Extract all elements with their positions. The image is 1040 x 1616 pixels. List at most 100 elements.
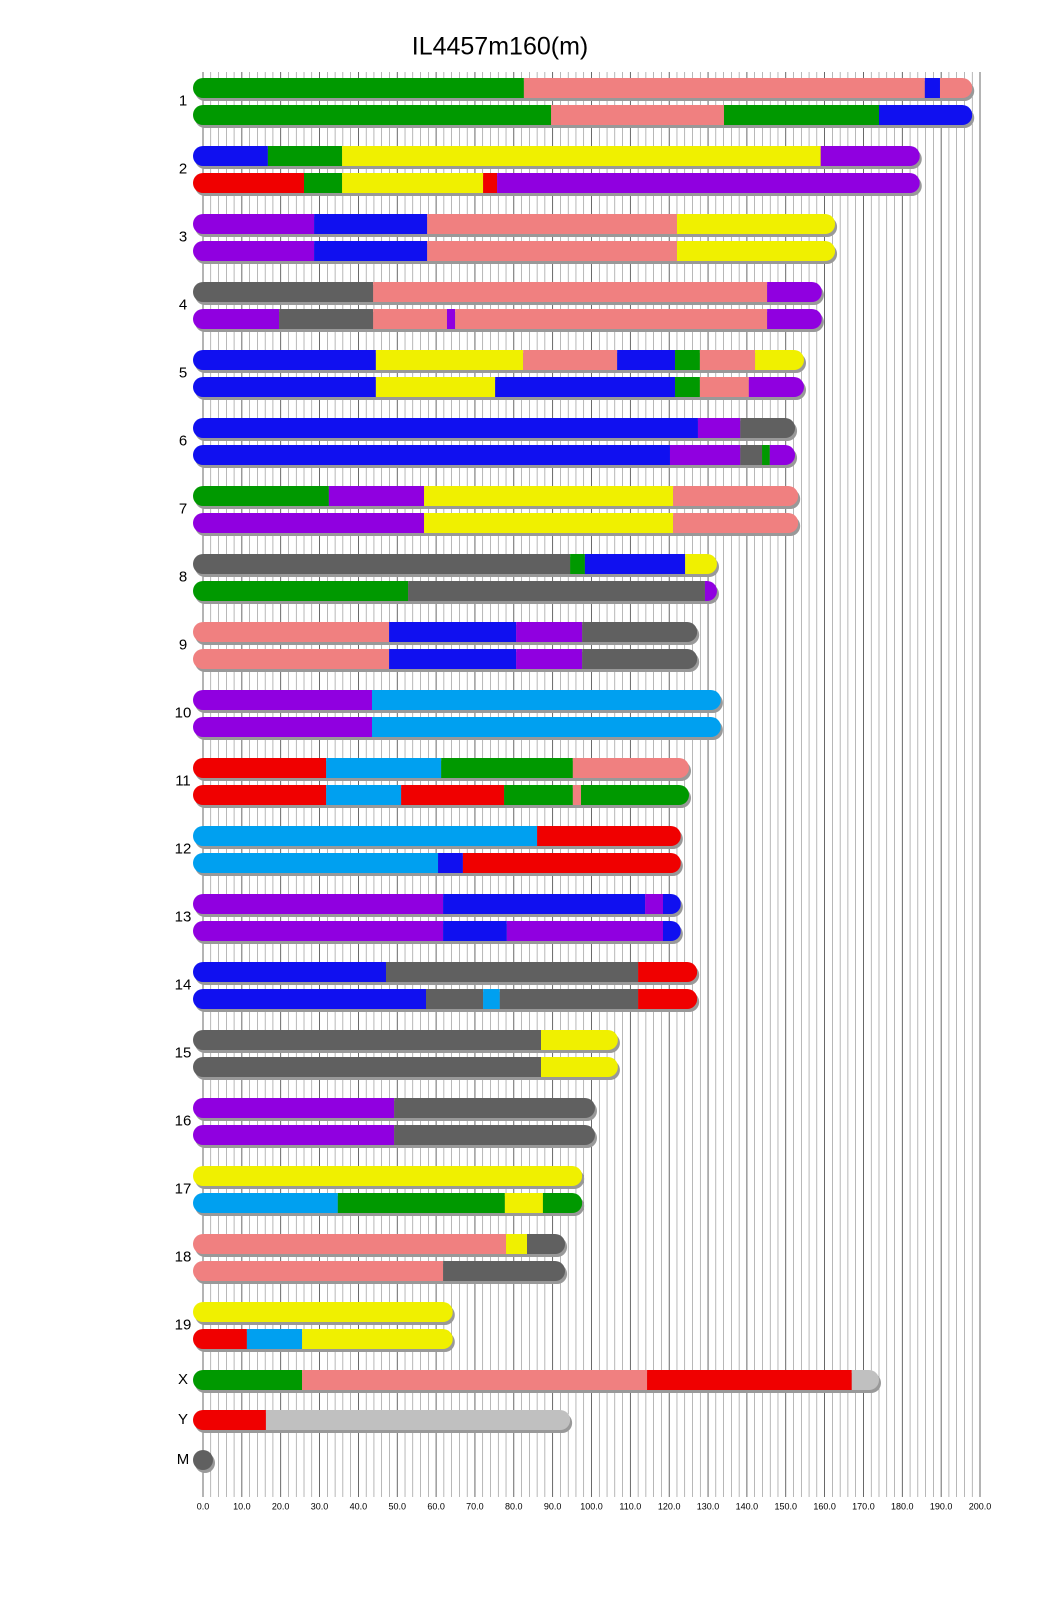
segment [699, 350, 756, 370]
haplotype [193, 1193, 583, 1213]
segment [540, 1030, 618, 1050]
chromosome-label: 18 [175, 1248, 192, 1265]
segment [193, 418, 698, 438]
segment [193, 717, 372, 737]
haplotype [193, 649, 698, 669]
chromosome-label: 4 [179, 296, 187, 313]
haplotype [193, 282, 822, 302]
haplotype [193, 785, 690, 805]
segment [193, 1125, 395, 1145]
chromosome-label: Y [178, 1411, 188, 1428]
segment [638, 989, 698, 1009]
segment [551, 105, 724, 125]
haplotype [193, 105, 973, 125]
haplotype [193, 921, 681, 941]
segment [193, 1057, 541, 1077]
segment [193, 78, 524, 98]
segment [767, 309, 822, 329]
chromosome-label: 19 [175, 1316, 192, 1333]
segment [767, 282, 822, 302]
segment [314, 241, 428, 261]
x-tick-label: 170.0 [852, 1501, 875, 1511]
x-tick-label: 150.0 [774, 1501, 797, 1511]
segment [193, 1193, 338, 1213]
segment [326, 758, 442, 778]
chromosome-label: 12 [175, 840, 192, 857]
segment [193, 758, 327, 778]
haplotype [193, 1450, 213, 1470]
segment [676, 241, 836, 261]
haplotype [193, 1329, 453, 1349]
segment [193, 377, 376, 397]
segment [455, 309, 768, 329]
segment [570, 554, 585, 574]
haplotype [193, 1234, 566, 1254]
segment [408, 581, 705, 601]
segment [302, 1329, 453, 1349]
segment [193, 921, 444, 941]
chromosome-label: 17 [175, 1180, 192, 1197]
x-tick-label: 140.0 [736, 1501, 759, 1511]
segment [373, 282, 768, 302]
haplotype [193, 1098, 595, 1118]
segment [755, 350, 805, 370]
segment [504, 1193, 543, 1213]
segment [582, 622, 698, 642]
haplotype [193, 1302, 453, 1322]
x-tick-label: 200.0 [969, 1501, 992, 1511]
segment [483, 989, 500, 1009]
segment [537, 826, 681, 846]
segment [662, 894, 681, 914]
segment [373, 309, 447, 329]
segment [483, 173, 498, 193]
chart-title: IL4457m160(m) [412, 33, 588, 61]
haplotype [193, 1166, 583, 1186]
x-tick-label: 110.0 [619, 1501, 641, 1511]
segment [427, 241, 677, 261]
segment [495, 377, 676, 397]
segment [878, 105, 973, 125]
chromosome-label: M [177, 1451, 190, 1468]
segment [506, 1234, 528, 1254]
segment [193, 1261, 444, 1281]
x-tick-label: 190.0 [930, 1501, 953, 1511]
segment [314, 214, 428, 234]
haplotype [193, 173, 920, 193]
haplotype [193, 1125, 595, 1145]
segment [193, 853, 439, 873]
chromosome-label: 11 [175, 772, 191, 789]
x-tick-label: 40.0 [350, 1501, 368, 1511]
segment [193, 1410, 266, 1430]
segment [401, 785, 505, 805]
x-tick-label: 90.0 [544, 1501, 562, 1511]
haplotype [193, 622, 698, 642]
segment [638, 962, 698, 982]
segment [617, 350, 676, 370]
segment [581, 785, 690, 805]
segment [673, 513, 799, 533]
segment [584, 554, 686, 574]
segment [769, 445, 796, 465]
haplotype [193, 1057, 618, 1077]
segment [499, 989, 639, 1009]
chromosome-label: 9 [179, 636, 187, 653]
segment [326, 785, 402, 805]
segment [540, 1057, 618, 1077]
segment [748, 377, 805, 397]
segment [443, 894, 646, 914]
chromosome-label: X [178, 1371, 188, 1388]
chromosome-label: 15 [175, 1044, 192, 1061]
chromosome-label: 10 [175, 704, 192, 721]
segment [497, 173, 920, 193]
haplotype [193, 581, 717, 601]
chromosome-label: 6 [179, 432, 187, 449]
segment [542, 1193, 583, 1213]
segment [425, 989, 484, 1009]
x-tick-label: 120.0 [658, 1501, 681, 1511]
chromosome-label: 16 [175, 1112, 192, 1129]
segment [337, 1193, 505, 1213]
segment [302, 1370, 648, 1390]
chromosome-label: 13 [175, 908, 192, 925]
